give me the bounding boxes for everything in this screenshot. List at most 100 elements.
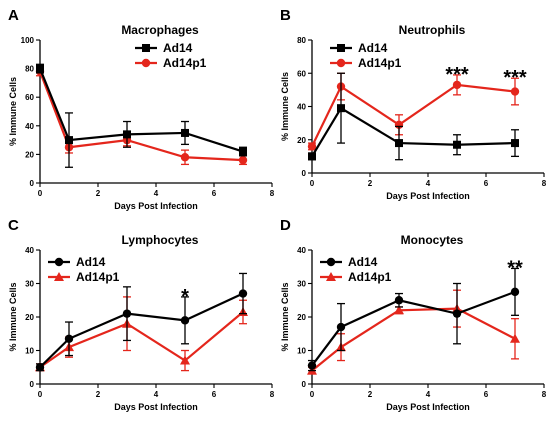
- series-line: [311, 307, 516, 372]
- data-point: [238, 155, 248, 165]
- legend-label: Ad14p1: [76, 270, 120, 284]
- data-point: [337, 104, 345, 113]
- panel-letter: B: [280, 7, 291, 24]
- y-tick-label: 40: [25, 246, 34, 255]
- x-axis-label: Days Post Infection: [114, 402, 198, 412]
- y-axis-label: % Immune Cells: [280, 282, 290, 351]
- y-tick-label: 60: [297, 69, 306, 78]
- x-tick-label: 8: [270, 390, 275, 399]
- x-tick-label: 4: [426, 390, 431, 399]
- x-tick-label: 8: [542, 179, 547, 188]
- legend-swatch-marker: [326, 272, 336, 281]
- legend-swatch-marker: [54, 257, 64, 267]
- x-tick-label: 2: [96, 390, 101, 399]
- data-point: [307, 142, 317, 151]
- data-point: [336, 322, 346, 332]
- y-tick-label: 10: [297, 347, 306, 356]
- data-point: [36, 64, 44, 73]
- panel-letter: C: [8, 217, 19, 234]
- y-axis-label: % Immune Cells: [280, 72, 290, 141]
- series-ad14: [307, 267, 520, 372]
- data-point: [122, 309, 132, 318]
- data-point: [394, 296, 404, 305]
- series-ad14: [308, 72, 519, 161]
- legend-swatch-marker: [326, 257, 336, 267]
- y-tick-label: 80: [25, 65, 34, 74]
- series-line: [39, 292, 244, 369]
- x-tick-label: 0: [310, 179, 315, 188]
- legend-swatch-marker: [337, 44, 345, 52]
- legend-label: Ad14p1: [358, 56, 402, 70]
- significance-label: **: [507, 257, 523, 279]
- panel-a: A Macrophages 0 20 40 60 80 100 0 2 4 6 8 Days Post I…: [8, 7, 275, 211]
- y-tick-label: 0: [30, 380, 35, 389]
- y-tick-label: 40: [297, 103, 306, 112]
- panel-title: Macrophages: [121, 23, 199, 37]
- x-tick-label: 2: [96, 189, 101, 198]
- x-tick-label: 4: [154, 390, 159, 399]
- x-tick-label: 6: [484, 390, 489, 399]
- y-tick-label: 0: [302, 380, 307, 389]
- data-point: [64, 334, 74, 343]
- y-tick-label: 60: [25, 93, 34, 102]
- y-tick-label: 100: [21, 36, 35, 45]
- legend-swatch-marker: [142, 44, 150, 52]
- legend-label: Ad14: [76, 255, 106, 269]
- x-tick-label: 6: [212, 189, 217, 198]
- x-axis-label: Days Post Infection: [114, 201, 198, 211]
- x-tick-label: 4: [154, 189, 159, 198]
- series-ad14: [36, 63, 247, 168]
- data-point: [452, 80, 462, 90]
- data-point: [510, 333, 520, 343]
- data-point: [308, 152, 316, 161]
- panel-title: Monocytes: [401, 233, 464, 247]
- x-axis-label: Days Post Infection: [386, 191, 470, 201]
- data-point: [65, 136, 73, 145]
- legend-label: Ad14p1: [348, 270, 392, 284]
- x-tick-label: 6: [484, 179, 489, 188]
- x-tick-label: 0: [310, 390, 315, 399]
- data-point: [180, 355, 190, 365]
- series-line: [311, 83, 516, 147]
- y-tick-label: 0: [302, 169, 307, 178]
- series-ad14p1: [307, 72, 520, 151]
- panel-title: Lymphocytes: [122, 233, 199, 247]
- data-point: [35, 363, 45, 372]
- x-tick-label: 6: [212, 390, 217, 399]
- y-tick-label: 0: [30, 179, 35, 188]
- y-tick-label: 40: [297, 246, 306, 255]
- y-tick-label: 20: [25, 150, 34, 159]
- y-tick-label: 30: [25, 280, 34, 289]
- panel-title: Neutrophils: [399, 23, 466, 37]
- significance-label: ***: [445, 64, 469, 86]
- y-axis-label: % Immune Cells: [8, 282, 18, 351]
- x-axis-label: Days Post Infection: [386, 402, 470, 412]
- y-axis-label: % Immune Cells: [8, 77, 18, 146]
- data-point: [452, 309, 462, 318]
- y-tick-label: 10: [25, 347, 34, 356]
- data-point: [238, 289, 248, 298]
- x-tick-label: 4: [426, 179, 431, 188]
- data-point: [180, 316, 190, 325]
- data-point: [510, 87, 520, 96]
- data-point: [511, 139, 519, 148]
- series-ad14p1: [35, 66, 248, 166]
- legend-label: Ad14: [358, 41, 388, 55]
- legend-swatch-marker: [141, 58, 151, 68]
- y-tick-label: 20: [297, 313, 306, 322]
- data-point: [394, 305, 404, 315]
- panel-b: B Neutrophils 0 20 40 60 80 0 2 4 6 8 Days Post Infe…: [280, 7, 547, 201]
- legend-swatch-marker: [54, 272, 64, 281]
- y-tick-label: 20: [25, 313, 34, 322]
- data-point: [453, 140, 461, 149]
- panel-c: C Lymphocytes 0 10 20 30 40 0 2 4 6 8 Days Post Infe…: [8, 217, 275, 412]
- x-tick-label: 2: [368, 179, 373, 188]
- legend-swatch-marker: [336, 58, 346, 68]
- data-point: [180, 153, 190, 162]
- data-point: [510, 287, 520, 297]
- x-tick-label: 0: [38, 390, 43, 399]
